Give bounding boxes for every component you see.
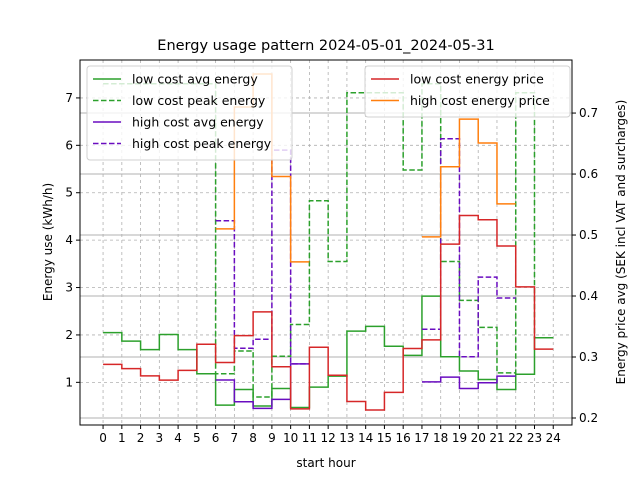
y-right-tick-label: 0.2 — [579, 411, 598, 425]
plot-frame — [79, 59, 573, 426]
x-tick-label: 4 — [174, 431, 182, 445]
x-tick-label: 19 — [452, 431, 467, 445]
legend-label: low cost avg energy — [132, 72, 258, 87]
legend-frame — [86, 65, 293, 161]
x-tick-label: 1 — [118, 431, 126, 445]
y-right-tick-label: 0.3 — [579, 350, 598, 364]
x-tick-label: 11 — [302, 431, 317, 445]
x-tick-label: 10 — [283, 431, 298, 445]
series-low-cost-energy-price — [103, 214, 554, 411]
legend-energy: low cost avg energy low cost peak energy h… — [86, 65, 293, 161]
x-tick-label: 23 — [527, 431, 542, 445]
y-right-tick-label: 0.6 — [579, 167, 598, 181]
x-axis-label: start hour — [296, 456, 355, 470]
x-tick-label: 24 — [546, 431, 561, 445]
series-lines — [103, 73, 554, 411]
x-tick-label: 16 — [396, 431, 411, 445]
x-tick-label: 20 — [471, 431, 486, 445]
x-tick-label: 15 — [377, 431, 392, 445]
y-right-tick-label: 0.5 — [579, 228, 598, 242]
x-axis-ticks: 0 1 2 3 4 5 6 7 8 9 10 11 12 13 14 15 16 17 18 19 20 21 22 23 24 — [99, 425, 561, 445]
y-right-axis-label: Energy price avg (SEK incl VAT and surch… — [614, 100, 628, 385]
chart-title: Energy usage pattern 2024-05-01_2024-05-… — [157, 38, 494, 54]
y-tick-label: 4 — [65, 233, 73, 247]
x-tick-label: 18 — [433, 431, 448, 445]
series-low-cost-peak-energy — [103, 82, 554, 398]
legend-label: high cost energy price — [410, 93, 550, 108]
x-tick-label: 0 — [99, 431, 107, 445]
y-tick-label: 5 — [65, 186, 73, 200]
x-tick-label: 13 — [339, 431, 354, 445]
x-tick-label: 3 — [156, 431, 164, 445]
x-tick-label: 9 — [268, 431, 276, 445]
x-tick-label: 14 — [358, 431, 373, 445]
y-tick-label: 3 — [65, 281, 73, 295]
x-tick-label: 8 — [249, 431, 257, 445]
x-tick-label: 22 — [508, 431, 523, 445]
y-tick-label: 1 — [65, 375, 73, 389]
x-tick-label: 21 — [489, 431, 504, 445]
legend-frame — [364, 65, 571, 118]
legend-label: high cost peak energy — [132, 136, 272, 151]
legend-label: low cost peak energy — [132, 93, 266, 108]
x-tick-label: 17 — [414, 431, 429, 445]
y-tick-label: 7 — [65, 91, 73, 105]
legend-price: low cost energy price high cost energy pr… — [364, 65, 571, 118]
legend-label: low cost energy price — [410, 72, 544, 87]
y-right-axis-ticks: 0.2 0.3 0.4 0.5 0.6 0.7 — [572, 106, 598, 425]
x-tick-label: 7 — [231, 431, 239, 445]
legend-label: high cost avg energy — [132, 115, 264, 130]
series-low-cost-avg-energy — [103, 295, 554, 409]
y-right-tick-label: 0.4 — [579, 289, 598, 303]
y-axis-label: Energy use (kWh/h) — [41, 183, 55, 301]
y-tick-label: 6 — [65, 138, 73, 152]
y-right-tick-label: 0.7 — [579, 106, 598, 120]
x-tick-label: 6 — [212, 431, 220, 445]
x-tick-label: 5 — [193, 431, 201, 445]
y-axis-ticks: 1 2 3 4 5 6 7 — [65, 91, 80, 389]
y-tick-label: 2 — [65, 328, 73, 342]
x-tick-label: 12 — [321, 431, 336, 445]
x-tick-label: 2 — [137, 431, 145, 445]
